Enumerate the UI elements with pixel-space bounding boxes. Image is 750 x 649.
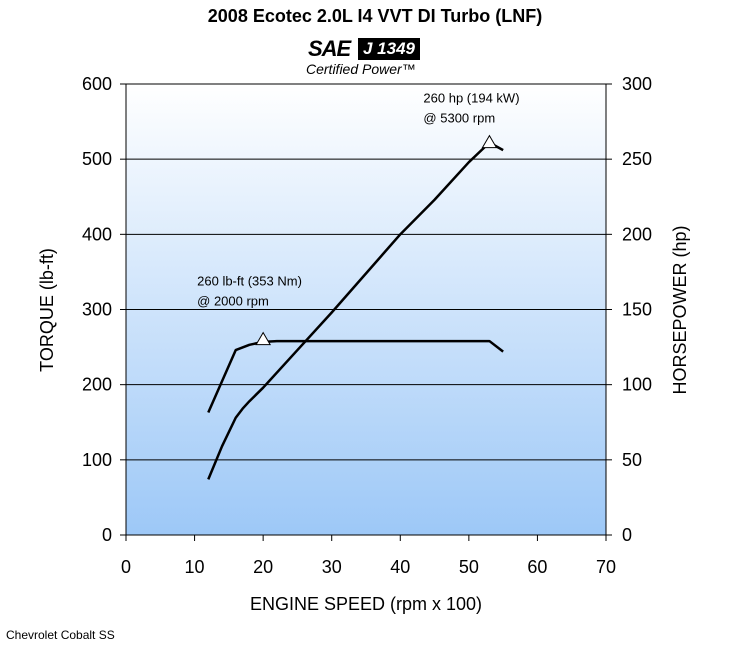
y-tick-label: 500	[82, 149, 112, 169]
peak-marker	[481, 134, 498, 149]
y2-tick-label: 100	[622, 375, 652, 395]
y-tick-label: 200	[82, 375, 112, 395]
y2-axis-label: HORSEPOWER (hp)	[670, 225, 690, 394]
x-tick-label: 30	[322, 557, 342, 577]
x-axis-label: ENGINE SPEED (rpm x 100)	[250, 594, 482, 614]
y-tick-label: 100	[82, 450, 112, 470]
y2-tick-label: 300	[622, 74, 652, 94]
y2-tick-label: 0	[622, 525, 632, 545]
x-tick-label: 40	[390, 557, 410, 577]
x-tick-label: 70	[596, 557, 616, 577]
x-tick-label: 20	[253, 557, 273, 577]
sae-logo-text: SAE	[308, 36, 351, 61]
sae-standard-badge: J 1349	[358, 38, 420, 60]
x-tick-label: 10	[185, 557, 205, 577]
horsepower-line	[207, 141, 504, 480]
y-tick-label: 600	[82, 74, 112, 94]
sae-certified-logo: SAE J 1349 Certified Power™	[300, 36, 440, 80]
y-tick-label: 300	[82, 300, 112, 320]
y-tick-label: 400	[82, 224, 112, 244]
x-tick-label: 0	[121, 557, 131, 577]
peak-markers	[255, 134, 498, 346]
annotation-line2: @ 5300 rpm	[423, 111, 495, 126]
peak-marker	[255, 331, 272, 346]
x-tick-label: 60	[527, 557, 547, 577]
y2-tick-label: 200	[622, 224, 652, 244]
y2-tick-label: 250	[622, 149, 652, 169]
annotation-line2: @ 2000 rpm	[197, 294, 269, 309]
x-tick-label: 50	[459, 557, 479, 577]
annotations: 260 lb-ft (353 Nm) @ 2000 rpm 260 hp (194 …	[197, 91, 519, 309]
y2-tick-labels: 0 50 100 150 200 250 300	[622, 74, 652, 545]
chart-title: 2008 Ecotec 2.0L I4 VVT DI Turbo (LNF)	[207, 6, 543, 26]
y2-tick-label: 50	[622, 450, 642, 470]
annotation-line1: 260 hp (194 kW)	[423, 91, 519, 106]
certified-power-text: Certified Power™	[306, 61, 416, 77]
y2-tick-label: 150	[622, 300, 652, 320]
y-axis-label: TORQUE (lb-ft)	[37, 248, 57, 372]
annotation-line1: 260 lb-ft (353 Nm)	[197, 274, 302, 289]
footnote: Chevrolet Cobalt SS	[6, 628, 115, 642]
gridlines	[120, 83, 612, 541]
y-tick-label: 0	[102, 525, 112, 545]
series-lines	[207, 141, 504, 480]
x-tick-labels: 0 10 20 30 40 50 60 70	[121, 557, 616, 577]
y-tick-labels: 0 100 200 300 400 500 600	[82, 74, 112, 545]
